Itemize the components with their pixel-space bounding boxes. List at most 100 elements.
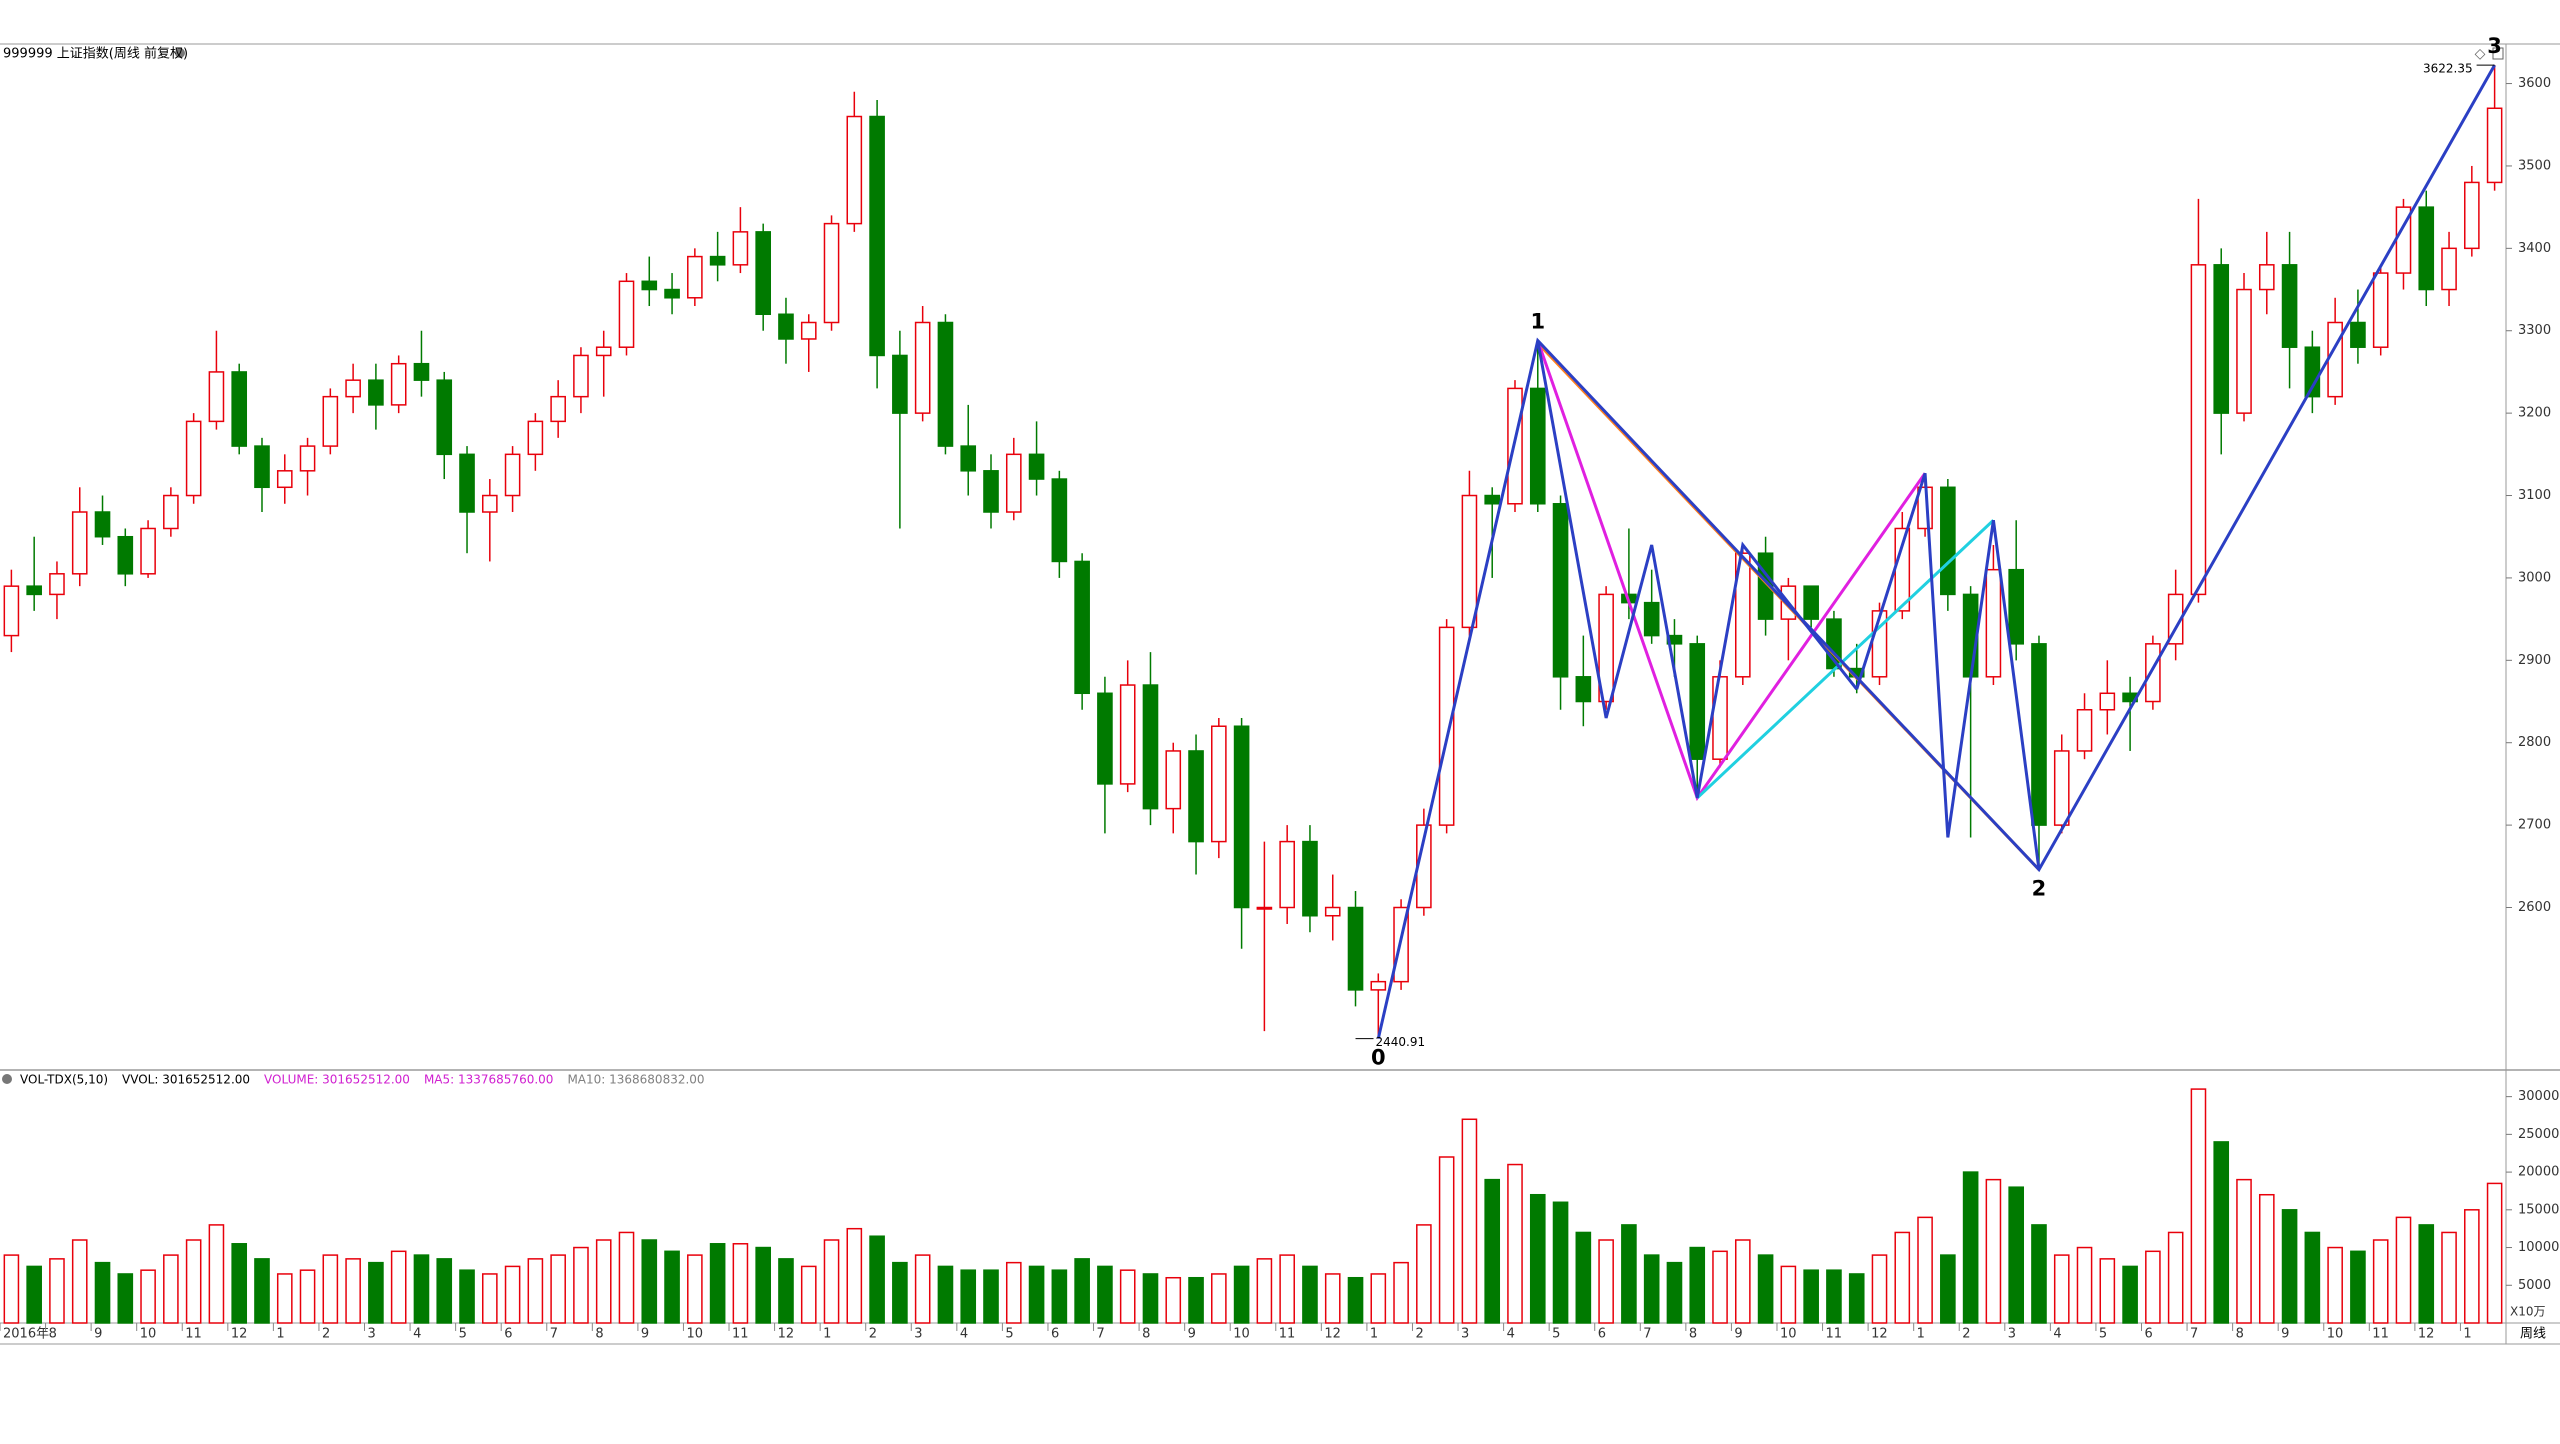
indicator-icon[interactable] (2, 1074, 12, 1084)
candle-body (345, 379, 361, 398)
candle-body (2464, 181, 2480, 250)
volume-bar (1165, 1276, 1182, 1324)
volume-bar (504, 1265, 521, 1324)
x-tick-label: 6 (1051, 1327, 1059, 1342)
candle-body (983, 470, 999, 513)
candle-body (800, 321, 817, 340)
volume-bar (94, 1261, 111, 1324)
volume-bar (595, 1239, 612, 1324)
candle-body (1552, 503, 1569, 678)
x-tick-label: 4 (413, 1327, 421, 1342)
candle-body (914, 321, 931, 414)
volume-bar (117, 1273, 134, 1324)
volume-bar (140, 1269, 156, 1324)
volume-bar (869, 1235, 885, 1324)
x-tick-label: 11 (1826, 1327, 1843, 1342)
diamond-icon[interactable]: ◇ (2475, 46, 2486, 62)
volume-bar (960, 1269, 977, 1324)
x-tick-label: 5 (2099, 1327, 2107, 1342)
candle-body (1302, 840, 1318, 917)
y-tick-label: 3100 (2518, 488, 2551, 503)
candle-body (71, 511, 88, 575)
x-tick-label: 10 (1780, 1327, 1797, 1342)
candle-body (459, 453, 475, 513)
volume-bar (185, 1239, 202, 1324)
volume-bar (2076, 1246, 2093, 1324)
candle-body (2486, 107, 2503, 184)
volume-bar (2441, 1231, 2457, 1324)
volume-bar (1666, 1261, 1683, 1324)
x-tick-label: 8 (2236, 1327, 2244, 1342)
candle-body (2372, 272, 2389, 348)
x-tick-label: 7 (1097, 1327, 1105, 1342)
volume-bar (2122, 1265, 2138, 1324)
x-tick-label: 1 (2463, 1327, 2471, 1342)
candle-body (26, 585, 42, 596)
volume-bar (641, 1239, 658, 1324)
period-label[interactable]: 周线 (2520, 1327, 2546, 1342)
volume-bar (1347, 1276, 1364, 1324)
y-tick-label: 5000 (2518, 1278, 2551, 1293)
candle-body (1575, 676, 1592, 703)
volume-bar (1780, 1265, 1797, 1324)
volume-bar (2213, 1141, 2230, 1324)
x-tick-label: 11 (1279, 1327, 1296, 1342)
candle-body (2258, 264, 2275, 291)
volume-bar (299, 1269, 316, 1324)
volume-bar (1211, 1273, 1227, 1324)
volume-bar (1324, 1273, 1341, 1324)
volume-bar (2099, 1258, 2116, 1324)
wave-line (1536, 340, 1858, 799)
volume-bar (892, 1261, 908, 1324)
x-tick-label: 9 (1734, 1327, 1742, 1342)
candle-body (1097, 692, 1113, 785)
candle-body (1028, 453, 1045, 480)
x-tick-label: 1 (1917, 1327, 1925, 1342)
wave-line (1855, 472, 2041, 870)
panel-icon[interactable] (2492, 47, 2504, 60)
candle-body (755, 231, 772, 316)
candle-body (436, 379, 453, 456)
candle-body (1211, 725, 1227, 843)
volume-bar (1529, 1193, 1546, 1324)
candle-body (595, 346, 612, 357)
x-tick-label: 11 (2372, 1327, 2389, 1342)
x-tick-label: 1 (276, 1327, 284, 1342)
x-tick-label: 9 (641, 1327, 649, 1342)
volume-bar (1438, 1156, 1455, 1324)
x-tick-label: 4 (1507, 1327, 1515, 1342)
candle-body (117, 535, 134, 575)
y-tick-label: 3600 (2518, 76, 2551, 91)
y-tick-label: 25000 (2518, 1127, 2559, 1142)
volume-bar (71, 1239, 88, 1324)
candle-body (892, 354, 908, 414)
volume-bar (778, 1258, 794, 1324)
candle-body (208, 371, 225, 423)
x-tick-label: 2 (322, 1327, 330, 1342)
candle-body (709, 255, 726, 266)
volume-bar (1005, 1261, 1022, 1324)
x-tick-label: 6 (1598, 1327, 1606, 1342)
x-tick-label: 10 (1233, 1327, 1250, 1342)
volume-bar (1256, 1258, 1273, 1324)
candle-body (2418, 206, 2435, 291)
volume-bar (2236, 1178, 2252, 1324)
candle-body (1940, 486, 1956, 596)
candle-body (618, 280, 635, 348)
volume-bar (1416, 1224, 1432, 1324)
volume-bar (1734, 1239, 1751, 1324)
y-tick-label: 3300 (2518, 323, 2551, 338)
x-tick-label: 2 (1415, 1327, 1423, 1342)
candle-body (276, 470, 293, 489)
candle-body (573, 354, 589, 398)
x-tick-label: 4 (2053, 1327, 2061, 1342)
volume-bar (1279, 1254, 1295, 1324)
volume-bar (1894, 1231, 1911, 1324)
volume-bar (2258, 1193, 2275, 1324)
x-tick-label: 3 (2008, 1327, 2016, 1342)
x-tick-label: 3 (914, 1327, 922, 1342)
settings-icon[interactable] (175, 48, 185, 58)
volume-bar (2190, 1088, 2207, 1324)
volume-bar (2031, 1224, 2047, 1324)
y-tick-label: 3200 (2518, 406, 2551, 421)
